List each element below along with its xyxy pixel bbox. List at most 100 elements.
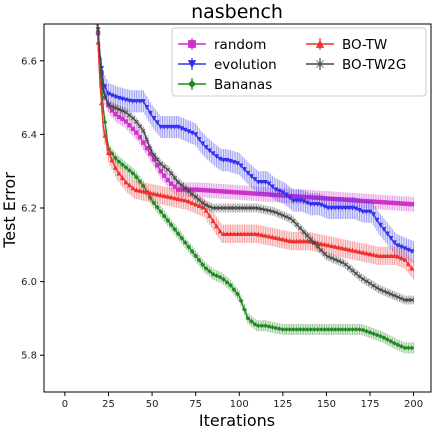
data-point [283,192,289,198]
data-point [109,157,115,163]
data-point [277,211,282,216]
data-point [392,293,397,298]
y-axis: 5.8 6.0 6.2 6.4 6.6 [21,56,44,362]
data-point [175,231,181,237]
data-point [127,168,132,173]
data-point [113,94,118,100]
data-point [235,291,240,297]
data-point [273,210,278,215]
data-point [165,218,171,223]
data-point [137,134,143,140]
data-point [297,238,303,244]
plot-area [95,24,415,354]
data-point [196,187,202,193]
data-point [409,265,415,271]
data-point [371,331,376,337]
data-point [203,188,209,193]
data-point [196,137,202,143]
data-point [350,205,356,211]
data-point [371,252,376,257]
data-point [248,174,254,180]
data-point [235,231,240,236]
data-point [224,231,230,236]
legend-label: BO-TW [342,37,387,53]
data-point [200,187,205,193]
data-point [263,207,268,212]
x-tick-label: 125 [273,399,292,410]
data-point [398,344,404,349]
data-point [280,327,286,332]
legend-marker [187,60,197,69]
data-point [262,180,268,185]
legend-marker [315,39,325,48]
data-point [238,205,244,211]
data-point [119,175,125,181]
data-point [182,197,188,203]
y-tick-label: 6.0 [21,277,37,288]
data-point [402,345,408,351]
data-point [165,167,170,172]
data-point [332,243,338,249]
data-point [137,99,143,104]
data-point [346,265,352,270]
data-point [290,327,296,332]
data-point [405,247,411,253]
data-point [126,98,132,104]
data-point [158,209,164,215]
x-axis: 0 25 50 75 100 125 150 175 200 [62,392,423,410]
data-point [120,108,125,113]
data-point [200,204,206,210]
data-point [294,327,300,332]
data-point [123,165,129,170]
data-point [308,202,314,208]
data-point [409,249,415,255]
plot-frame [43,23,432,393]
data-point [385,290,390,295]
data-point [395,201,401,206]
data-point [385,337,390,342]
data-point [280,213,285,218]
data-point [109,104,115,109]
y-tick-label: 6.4 [21,130,37,141]
data-point [252,321,258,327]
legend-item-bo-tw: BO-TW [306,37,387,53]
data-point [175,196,181,202]
data-point [273,325,279,331]
data-point [109,108,115,113]
data-point [350,327,355,332]
data-point [256,206,261,211]
data-point [311,202,317,208]
data-point [126,182,132,188]
data-point [283,237,289,243]
data-point [357,274,362,279]
data-point [116,114,122,120]
data-point [133,99,139,104]
data-point [116,95,122,101]
data-point [235,205,240,211]
data-point [189,249,195,254]
data-point [336,327,341,332]
data-point [210,151,216,157]
data-point [339,205,345,211]
data-point [168,194,174,200]
data-point [231,189,237,195]
data-point [221,231,227,236]
data-point [228,282,233,288]
data-point [364,328,369,334]
data-point [273,187,279,193]
data-point [147,190,153,196]
data-point [249,318,254,324]
data-point [148,146,153,151]
data-point [360,209,366,215]
data-point [99,69,104,74]
data-point [203,207,209,213]
data-point [172,124,178,130]
data-point [133,187,139,193]
data-point [353,271,359,276]
data-point [378,199,383,205]
data-point [308,327,314,332]
y-tick-label: 6.6 [21,56,37,67]
data-point [242,167,247,173]
data-point [189,130,195,136]
data-point [238,298,244,304]
